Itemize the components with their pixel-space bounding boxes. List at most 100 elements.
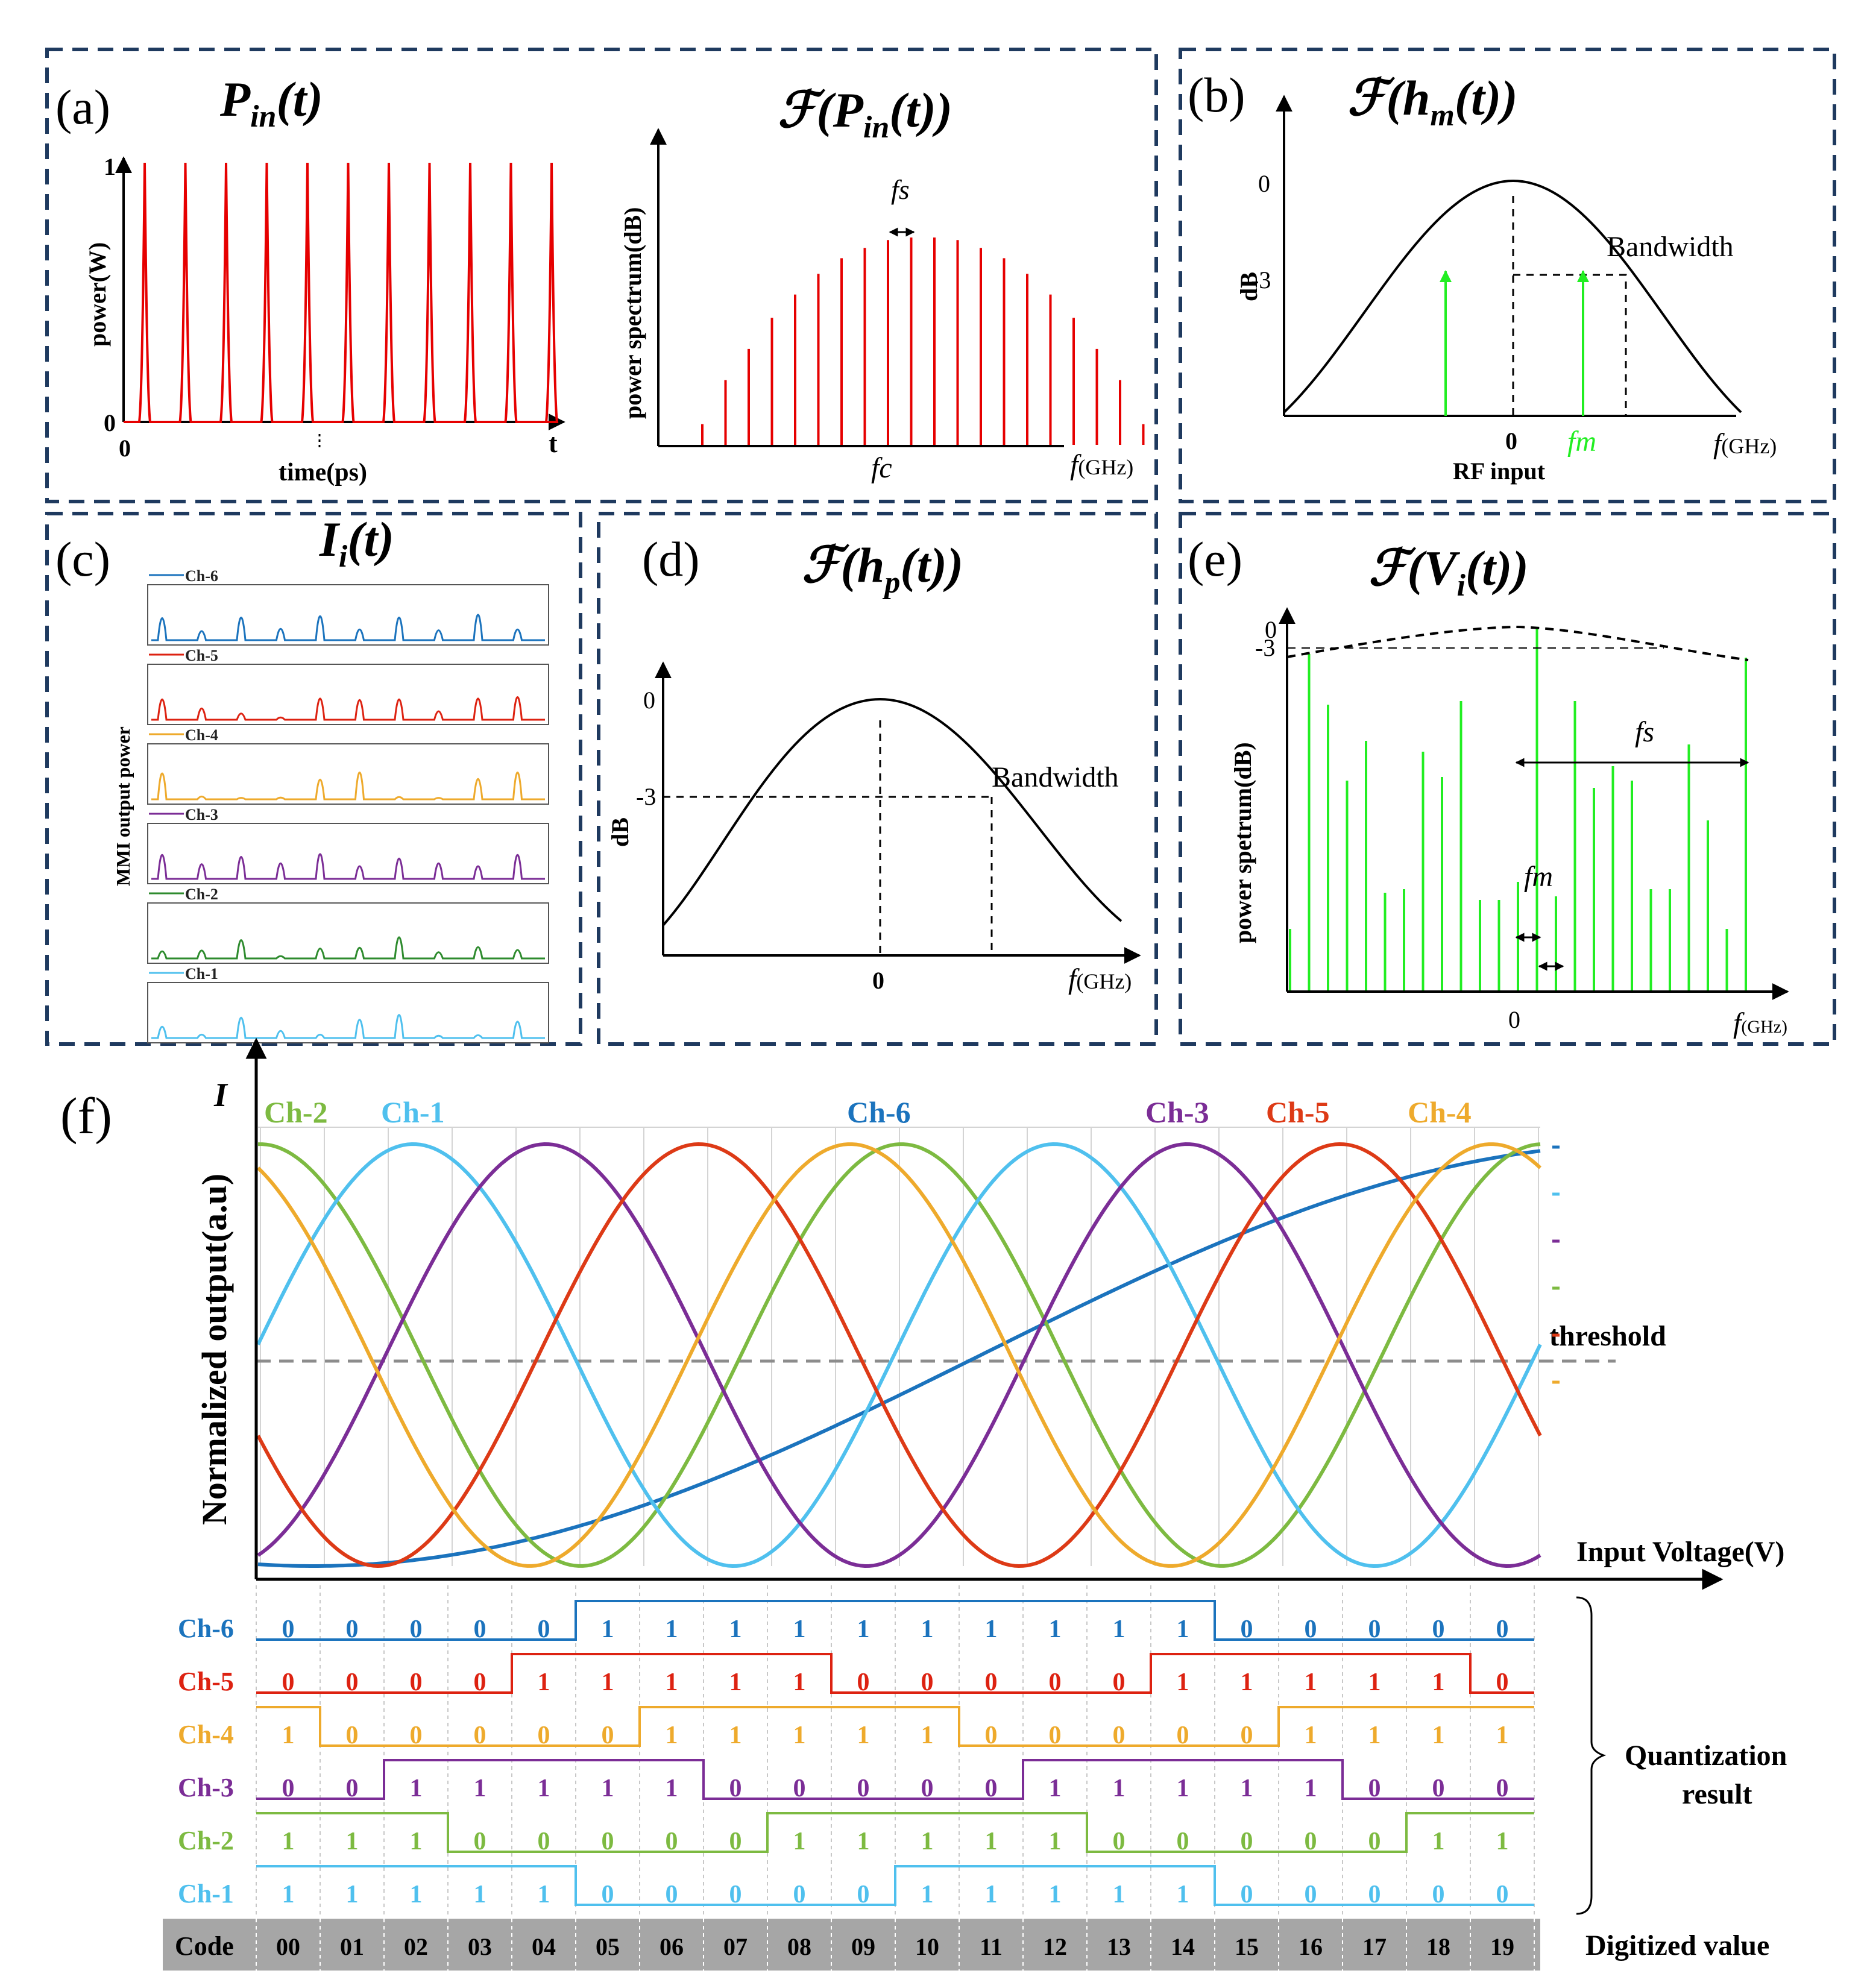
- bit-value: 0: [1177, 1722, 1189, 1749]
- code-value: 06: [660, 1933, 684, 1960]
- bit-value: 0: [729, 1775, 742, 1802]
- grid: [258, 1127, 1540, 1566]
- bit-value: 1: [1177, 1615, 1189, 1643]
- bit-value: 1: [282, 1881, 295, 1908]
- row-label: Ch-4: [178, 1720, 234, 1749]
- bit-value: 1: [282, 1722, 295, 1749]
- d-y3: -3: [636, 783, 656, 810]
- code-value: 09: [851, 1933, 875, 1960]
- bit-value: 0: [538, 1615, 550, 1643]
- bit-value: 0: [410, 1615, 423, 1643]
- bit-value: 0: [1113, 1722, 1126, 1749]
- bit-value: 1: [857, 1722, 870, 1749]
- a2-fs: fs: [891, 174, 910, 205]
- code-value: 07: [723, 1933, 748, 1960]
- panel-e: (e) ℱ(Vi(t)) 0 -3 power spetrum(dB) fs f…: [1188, 532, 1789, 1039]
- b-y0: 0: [1258, 170, 1270, 197]
- bit-value: 1: [602, 1775, 614, 1802]
- bit-value: 1: [474, 1775, 486, 1802]
- quantization-table: Ch-6 0 0 0 0 0 1 1 1 1 1 1 1 1 1 1 0 0 0 0 0Ch-5 0 0 0 0 1 1 1 1 1 0 0 0…: [163, 1585, 1540, 1971]
- code-value: 14: [1171, 1933, 1195, 1960]
- bit-value: 0: [1368, 1775, 1381, 1802]
- c-ylabel: MMI output power: [112, 726, 134, 886]
- panel-d: (d) ℱ(hp(t)) 0 -3 dB Bandwidth 0 f(GHz): [606, 532, 1141, 995]
- bit-value: 1: [729, 1722, 742, 1749]
- curve-ch2: [258, 1142, 1541, 1568]
- code-value: 00: [276, 1933, 300, 1960]
- bit-value: 0: [1305, 1828, 1317, 1855]
- right-color-ticks: [1552, 1145, 1560, 1384]
- d-ylabel: dB: [606, 817, 634, 847]
- b-ylabel: dB: [1235, 272, 1262, 301]
- code-value: 05: [596, 1933, 620, 1960]
- bit-value: 1: [410, 1828, 423, 1855]
- bit-value: 0: [538, 1722, 550, 1749]
- bit-waveform: [256, 1653, 1534, 1694]
- bit-value: 0: [602, 1828, 614, 1855]
- b-y3: -3: [1251, 266, 1271, 294]
- bit-value: 1: [346, 1828, 359, 1855]
- strip-legend-label: Ch-6: [185, 567, 218, 585]
- bit-value: 0: [1113, 1669, 1126, 1696]
- bit-value: 0: [985, 1775, 998, 1802]
- strip-legend-label: Ch-2: [185, 885, 218, 903]
- bit-value: 0: [410, 1669, 423, 1696]
- b-x0: 0: [1505, 427, 1517, 455]
- bit-value: 1: [921, 1615, 934, 1643]
- bit-value: 1: [410, 1775, 423, 1802]
- a2-f-label: f(GHz): [1070, 449, 1133, 481]
- bit-value: 0: [282, 1615, 295, 1643]
- panel-f: (f) I Normalized output(a.u) Ch-2 Ch-1 Ch-…: [60, 1037, 1787, 1971]
- row-label: Ch-5: [178, 1667, 234, 1696]
- code-value: 16: [1299, 1933, 1323, 1960]
- curve-ch5: [256, 1142, 1542, 1568]
- bit-value: 0: [1496, 1615, 1509, 1643]
- frame-a: [45, 48, 1158, 503]
- bit-value: 1: [1432, 1722, 1445, 1749]
- bit-value: 0: [1241, 1828, 1253, 1855]
- panel-a: (a) Pin(t) ℱ(Pin(t)) power(W) 1 0 0 time…: [55, 72, 1145, 486]
- e-x0: 0: [1508, 1006, 1520, 1033]
- code-value: 15: [1235, 1933, 1259, 1960]
- code-value: 13: [1107, 1933, 1131, 1960]
- frequency-comb: [701, 237, 1145, 445]
- bit-value: 0: [1368, 1615, 1381, 1643]
- strip-box: [147, 902, 549, 964]
- bit-value: 1: [921, 1828, 934, 1855]
- strip-box: [147, 982, 549, 1043]
- top-label-ch-5: Ch-5: [1266, 1095, 1330, 1129]
- e-envelope: [1286, 625, 1749, 661]
- code-value: 12: [1043, 1933, 1067, 1960]
- strip-box: [147, 584, 549, 646]
- bit-waveform: [256, 1600, 1534, 1641]
- bit-value: 1: [538, 1881, 550, 1908]
- f-brace: [1576, 1596, 1607, 1915]
- top-channel-labels: Ch-2 Ch-1 Ch-6 Ch-3 Ch-5 Ch-4: [264, 1095, 1472, 1129]
- row-label: Ch-3: [178, 1773, 234, 1802]
- code-value: 10: [915, 1933, 939, 1960]
- strip-legend-label: Ch-3: [185, 806, 218, 823]
- bit-value: 1: [346, 1881, 359, 1908]
- bit-value: 0: [1368, 1881, 1381, 1908]
- row-label: Ch-1: [178, 1879, 234, 1908]
- bit-value: 0: [1305, 1881, 1317, 1908]
- frame-c: [45, 512, 582, 1046]
- bit-value: 0: [1241, 1615, 1253, 1643]
- curve-ch1: [256, 1142, 1542, 1568]
- bit-value: 0: [729, 1828, 742, 1855]
- a2-ylabel: power spectrum(dB): [619, 207, 646, 419]
- code-value: 18: [1426, 1933, 1450, 1960]
- bit-value: 1: [793, 1615, 806, 1643]
- panel-c-label: (c): [55, 532, 110, 587]
- code-value: 17: [1362, 1933, 1387, 1960]
- top-label-ch-3: Ch-3: [1145, 1095, 1209, 1129]
- code-value: 04: [532, 1933, 556, 1960]
- bit-value: 1: [1113, 1775, 1126, 1802]
- curve-ch4: [256, 1142, 1542, 1568]
- strip-waveform: [151, 853, 545, 880]
- output-spectrum-lines: [1289, 629, 1747, 990]
- bit-value: 0: [346, 1775, 359, 1802]
- bit-value: 1: [985, 1881, 998, 1908]
- bit-value: 0: [1432, 1615, 1445, 1643]
